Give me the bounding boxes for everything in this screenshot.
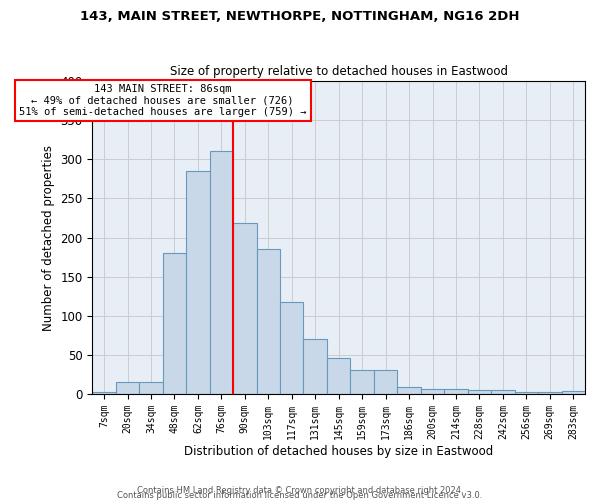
Bar bbox=[421, 390, 444, 394]
Bar bbox=[327, 358, 350, 394]
Bar bbox=[233, 224, 257, 394]
Text: Contains HM Land Registry data © Crown copyright and database right 2024.: Contains HM Land Registry data © Crown c… bbox=[137, 486, 463, 495]
Bar bbox=[163, 253, 186, 394]
Text: 143, MAIN STREET, NEWTHORPE, NOTTINGHAM, NG16 2DH: 143, MAIN STREET, NEWTHORPE, NOTTINGHAM,… bbox=[80, 10, 520, 23]
Bar bbox=[397, 387, 421, 394]
Bar bbox=[92, 392, 116, 394]
Bar bbox=[304, 339, 327, 394]
Bar bbox=[538, 392, 562, 394]
Text: Contains public sector information licensed under the Open Government Licence v3: Contains public sector information licen… bbox=[118, 491, 482, 500]
Bar bbox=[257, 249, 280, 394]
Bar bbox=[444, 390, 467, 394]
Bar bbox=[209, 152, 233, 394]
Bar bbox=[116, 382, 139, 394]
Bar bbox=[374, 370, 397, 394]
Bar bbox=[562, 391, 585, 394]
Bar bbox=[139, 382, 163, 394]
Bar bbox=[467, 390, 491, 394]
Bar bbox=[280, 302, 304, 394]
Y-axis label: Number of detached properties: Number of detached properties bbox=[42, 144, 55, 330]
Title: Size of property relative to detached houses in Eastwood: Size of property relative to detached ho… bbox=[170, 66, 508, 78]
Bar bbox=[515, 392, 538, 394]
X-axis label: Distribution of detached houses by size in Eastwood: Distribution of detached houses by size … bbox=[184, 444, 493, 458]
Text: 143 MAIN STREET: 86sqm
← 49% of detached houses are smaller (726)
51% of semi-de: 143 MAIN STREET: 86sqm ← 49% of detached… bbox=[19, 84, 307, 117]
Bar bbox=[350, 370, 374, 394]
Bar bbox=[491, 390, 515, 394]
Bar bbox=[186, 171, 209, 394]
